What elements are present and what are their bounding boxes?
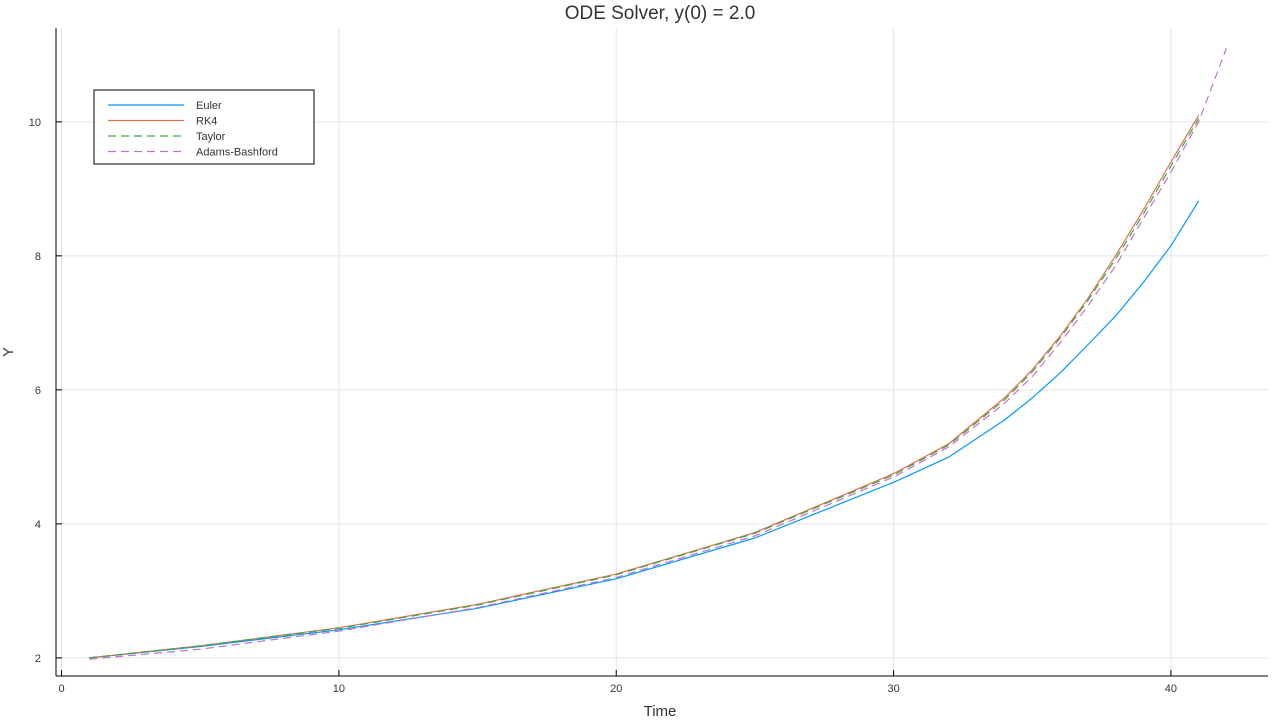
legend-label: Adams-Bashford bbox=[196, 147, 278, 159]
series-line-4 bbox=[89, 47, 1227, 660]
y-tick-label: 4 bbox=[35, 519, 41, 531]
y-tick-label: 10 bbox=[29, 117, 41, 129]
chart-title: ODE Solver, y(0) = 2.0 bbox=[565, 3, 756, 24]
legend: Euler RK4 Taylor Adams-Bashford bbox=[93, 89, 315, 165]
legend-label: RK4 bbox=[196, 116, 217, 128]
y-tick-label: 8 bbox=[35, 251, 41, 263]
y-tick-label: 2 bbox=[35, 653, 41, 665]
x-tick-label: 40 bbox=[1165, 683, 1177, 695]
series-line-1 bbox=[89, 200, 1200, 659]
series-line-3 bbox=[89, 118, 1200, 659]
series-lines bbox=[89, 47, 1227, 660]
axes bbox=[55, 28, 1268, 677]
y-axis-label: Y bbox=[0, 347, 17, 357]
legend-label: Taylor bbox=[196, 131, 226, 143]
x-tick-label: 30 bbox=[887, 683, 899, 695]
x-axis-label: Time bbox=[644, 703, 677, 720]
x-tick-label: 10 bbox=[333, 683, 345, 695]
x-tick-label: 0 bbox=[58, 683, 64, 695]
legend-label: Euler bbox=[196, 100, 222, 112]
tick-labels: 0 10 20 30 40 2 4 6 8 10 bbox=[29, 117, 1177, 695]
grid-lines bbox=[56, 28, 1268, 676]
x-tick-label: 20 bbox=[610, 683, 622, 695]
legend-box bbox=[93, 89, 315, 165]
series-line-2 bbox=[89, 114, 1200, 659]
y-tick-label: 6 bbox=[35, 385, 41, 397]
